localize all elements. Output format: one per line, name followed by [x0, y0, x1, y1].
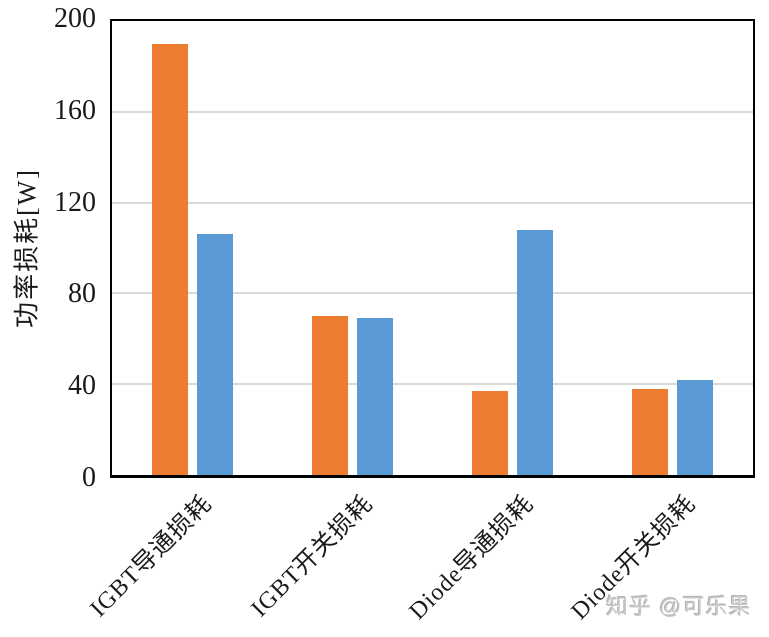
bars-layer	[112, 21, 753, 475]
watermark-text: 知乎 @可乐果	[606, 594, 752, 619]
category-group-diode-switching	[593, 21, 753, 475]
bar-diode-switching-orange	[632, 388, 669, 475]
bar-igbt-conduction-blue	[196, 234, 233, 475]
gridline-y-120	[112, 201, 753, 204]
bar-diode-conduction-orange	[472, 391, 509, 475]
bar-diode-conduction-blue	[517, 229, 554, 475]
gridline-y-40	[112, 383, 753, 386]
y-tick-label-200: 200	[54, 3, 96, 34]
bar-igbt-switching-blue	[356, 318, 393, 475]
category-group-igbt-switching	[272, 21, 432, 475]
gridline-y-80	[112, 292, 753, 295]
x-tick-label-igbt-switching: IGBT开关损耗	[246, 490, 378, 623]
bar-igbt-switching-orange	[311, 316, 348, 475]
y-axis-title: 功率损耗[W]	[12, 168, 42, 328]
x-tick-label-diode-conduction: Diode导通损耗	[405, 490, 540, 625]
bar-igbt-conduction-orange	[151, 43, 188, 475]
y-tick-label-0: 0	[82, 462, 96, 493]
category-group-igbt-conduction	[112, 21, 272, 475]
plot-area	[110, 19, 755, 478]
y-tick-label-40: 40	[68, 370, 96, 402]
category-group-diode-conduction	[433, 21, 593, 475]
y-tick-label-160: 160	[54, 94, 96, 126]
y-tick-label-120: 120	[54, 186, 96, 218]
y-tick-label-80: 80	[68, 278, 96, 310]
x-tick-label-igbt-conduction: IGBT导通损耗	[85, 490, 217, 623]
gridline-y-160	[112, 110, 753, 113]
bar-diode-switching-blue	[677, 379, 714, 475]
